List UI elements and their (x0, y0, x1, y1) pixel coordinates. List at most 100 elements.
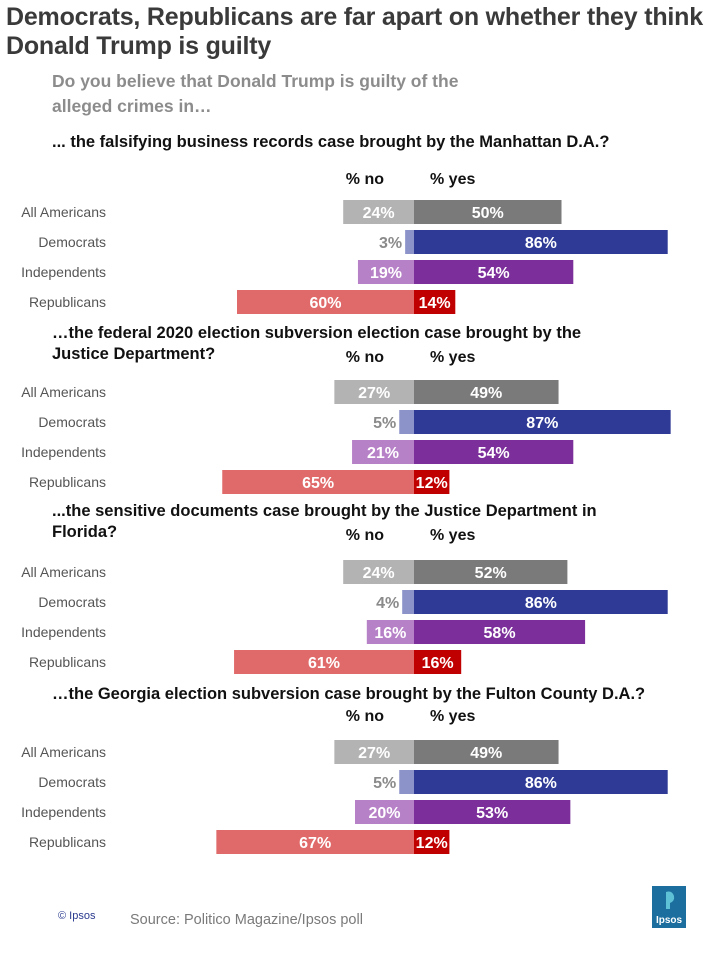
panel-question: …the federal 2020 election subversion el… (52, 324, 581, 342)
data-label-yes: 58% (484, 625, 516, 642)
bar-yes (414, 830, 450, 854)
bar-yes (414, 620, 586, 644)
data-label-yes: 12% (416, 835, 448, 852)
category-label: All Americans (21, 744, 106, 760)
bar-no (237, 290, 414, 314)
bar-no (399, 770, 414, 794)
category-label: Independents (21, 444, 106, 460)
data-label-no: 61% (308, 655, 340, 672)
data-label-no: 5% (373, 775, 396, 792)
ipsos-logo-icon: Ipsos (652, 886, 686, 928)
source-note: Source: Politico Magazine/Ipsos poll (130, 912, 363, 928)
category-label: Independents (21, 264, 106, 280)
bar-yes (414, 380, 559, 404)
bar-yes (414, 440, 574, 464)
category-label: All Americans (21, 564, 106, 580)
bar-no (402, 590, 414, 614)
bar-no (334, 740, 414, 764)
panel-question: ...the sensitive documents case brought … (52, 502, 597, 520)
logo-text: Ipsos (656, 915, 683, 926)
data-label-no: 24% (363, 205, 395, 222)
data-label-no: 27% (358, 385, 390, 402)
bar-yes (414, 290, 456, 314)
bar-no (352, 440, 414, 464)
category-label: Democrats (38, 774, 106, 790)
data-label-yes: 54% (478, 445, 510, 462)
bar-yes (414, 800, 571, 824)
data-label-yes: 49% (470, 745, 502, 762)
panel-question: Justice Department? (52, 345, 215, 363)
data-label-yes: 12% (416, 475, 448, 492)
bar-no (405, 230, 414, 254)
category-label: All Americans (21, 384, 106, 400)
data-label-no: 27% (358, 745, 390, 762)
data-label-no: 60% (309, 295, 341, 312)
bar-yes (414, 770, 668, 794)
bar-no (222, 470, 414, 494)
data-label-no: 16% (374, 625, 406, 642)
bar-no (357, 260, 414, 284)
data-label-no: 67% (299, 835, 331, 852)
bar-yes (414, 200, 562, 224)
data-label-yes: 52% (475, 565, 507, 582)
bar-yes (414, 740, 559, 764)
data-label-no: 65% (302, 475, 334, 492)
bar-yes (414, 410, 671, 434)
bar-yes (414, 470, 450, 494)
data-label-yes: 86% (525, 235, 557, 252)
bar-no (366, 620, 414, 644)
data-label-no: 20% (368, 805, 400, 822)
data-label-yes: 16% (422, 655, 454, 672)
category-label: Independents (21, 624, 106, 640)
category-label: Independents (21, 804, 106, 820)
diverging-bar-chart: ... the falsifying business records case… (21, 133, 671, 854)
data-label-yes: 50% (472, 205, 504, 222)
category-label: Republicans (29, 834, 106, 850)
bar-yes (414, 230, 668, 254)
data-label-yes: 53% (476, 805, 508, 822)
bar-yes (414, 650, 462, 674)
column-header-yes: % yes (430, 349, 475, 366)
category-label: Democrats (38, 594, 106, 610)
category-label: Democrats (38, 234, 106, 250)
category-label: Democrats (38, 414, 106, 430)
column-header-no: % no (346, 349, 384, 366)
bar-no (343, 200, 414, 224)
bar-no (343, 560, 414, 584)
data-label-no: 5% (373, 415, 396, 432)
data-label-yes: 86% (525, 595, 557, 612)
data-label-no: 19% (370, 265, 402, 282)
data-label-yes: 86% (525, 775, 557, 792)
panel-question: Florida? (52, 523, 117, 541)
data-label-no: 24% (363, 565, 395, 582)
column-header-no: % no (346, 527, 384, 544)
bar-yes (414, 590, 668, 614)
category-label: Republicans (29, 654, 106, 670)
category-label: Republicans (29, 294, 106, 310)
panel-question: ... the falsifying business records case… (52, 133, 609, 151)
data-label-no: 21% (367, 445, 399, 462)
panel-question: …the Georgia election subversion case br… (52, 685, 645, 703)
data-label-no: 3% (379, 235, 402, 252)
column-header-yes: % yes (430, 527, 475, 544)
data-label-yes: 14% (419, 295, 451, 312)
chart-subtitle: Do you believe that Donald Trump is guil… (52, 71, 459, 116)
chart-title: Democrats, Republicans are far apart on … (6, 3, 703, 60)
data-label-yes: 49% (470, 385, 502, 402)
data-label-yes: 54% (478, 265, 510, 282)
column-header-yes: % yes (430, 171, 475, 188)
bar-no (355, 800, 414, 824)
category-label: All Americans (21, 204, 106, 220)
column-header-yes: % yes (430, 708, 475, 725)
copyright-text: © Ipsos (58, 910, 96, 922)
bar-yes (414, 260, 574, 284)
bar-no (234, 650, 414, 674)
category-label: Republicans (29, 474, 106, 490)
bar-no (216, 830, 414, 854)
data-label-yes: 87% (526, 415, 558, 432)
bar-no (399, 410, 414, 434)
bar-yes (414, 560, 568, 584)
column-header-no: % no (346, 171, 384, 188)
data-label-no: 4% (376, 595, 399, 612)
bar-no (334, 380, 414, 404)
